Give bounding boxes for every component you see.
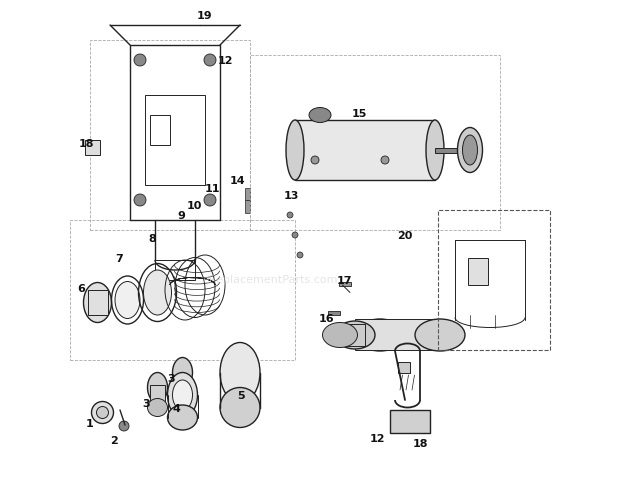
Ellipse shape — [309, 108, 331, 122]
Bar — [435, 148, 465, 152]
Bar — [438, 210, 550, 350]
Bar — [150, 115, 170, 145]
Circle shape — [97, 406, 108, 418]
Ellipse shape — [167, 372, 198, 418]
Text: 10: 10 — [187, 201, 202, 211]
Text: 1: 1 — [86, 419, 94, 429]
Ellipse shape — [322, 322, 358, 347]
Text: 9: 9 — [177, 211, 185, 221]
Circle shape — [311, 156, 319, 164]
Ellipse shape — [167, 405, 198, 430]
Text: 20: 20 — [397, 231, 413, 241]
Text: 11: 11 — [205, 184, 220, 194]
Bar — [327, 311, 340, 315]
Ellipse shape — [355, 319, 405, 351]
Ellipse shape — [143, 270, 172, 315]
Bar — [90, 40, 250, 230]
Ellipse shape — [220, 388, 260, 428]
Ellipse shape — [458, 128, 482, 172]
Text: eReplacementParts.com: eReplacementParts.com — [202, 275, 338, 285]
Bar — [70, 220, 295, 360]
Ellipse shape — [172, 358, 192, 388]
Circle shape — [134, 194, 146, 206]
Ellipse shape — [148, 398, 167, 416]
Text: 6: 6 — [77, 284, 85, 294]
Bar — [245, 200, 250, 212]
Ellipse shape — [148, 372, 167, 402]
Text: 12: 12 — [217, 56, 232, 66]
Circle shape — [287, 212, 293, 218]
Ellipse shape — [115, 282, 140, 319]
Text: 13: 13 — [283, 191, 299, 201]
Circle shape — [204, 194, 216, 206]
Circle shape — [119, 421, 129, 431]
Circle shape — [92, 402, 113, 423]
Ellipse shape — [220, 342, 260, 402]
Bar — [155, 260, 195, 280]
Circle shape — [297, 252, 303, 258]
Text: 16: 16 — [318, 314, 334, 324]
Circle shape — [204, 54, 216, 66]
Circle shape — [381, 156, 389, 164]
Bar — [250, 55, 500, 230]
Ellipse shape — [172, 380, 192, 410]
Ellipse shape — [335, 321, 375, 349]
Text: 7: 7 — [115, 254, 123, 264]
Circle shape — [134, 54, 146, 66]
Text: 2: 2 — [110, 436, 118, 446]
Ellipse shape — [286, 120, 304, 180]
Text: 8: 8 — [149, 234, 156, 244]
Bar — [145, 95, 205, 185]
Ellipse shape — [463, 135, 477, 165]
Ellipse shape — [415, 319, 465, 351]
Bar — [150, 385, 165, 405]
Bar — [467, 258, 487, 285]
Ellipse shape — [426, 120, 444, 180]
Text: 12: 12 — [370, 434, 385, 444]
Bar — [295, 120, 435, 180]
Text: 3: 3 — [167, 374, 175, 384]
Text: 15: 15 — [352, 109, 366, 119]
Bar — [397, 362, 410, 372]
Text: 14: 14 — [229, 176, 246, 186]
Text: 19: 19 — [197, 11, 213, 21]
Bar — [339, 282, 351, 286]
Text: 18: 18 — [79, 139, 94, 149]
Text: 4: 4 — [172, 404, 180, 414]
Bar — [390, 410, 430, 432]
Bar — [85, 140, 100, 155]
Circle shape — [292, 232, 298, 238]
Ellipse shape — [84, 282, 112, 323]
Bar — [87, 290, 107, 315]
Bar — [355, 319, 440, 350]
Bar — [340, 324, 365, 346]
Text: 18: 18 — [412, 439, 428, 449]
Text: 3: 3 — [142, 399, 150, 409]
Text: 17: 17 — [336, 276, 352, 286]
Bar — [245, 188, 250, 200]
Text: 5: 5 — [237, 391, 245, 401]
